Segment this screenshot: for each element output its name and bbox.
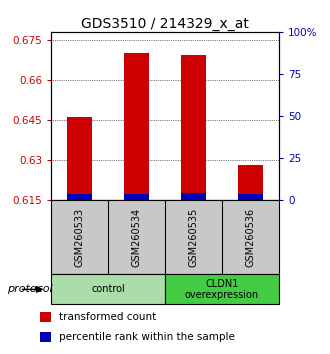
Text: CLDN1
overexpression: CLDN1 overexpression: [185, 279, 259, 300]
Bar: [40, 332, 51, 342]
Bar: [124, 53, 149, 200]
Text: GSM260533: GSM260533: [75, 207, 84, 267]
Bar: [181, 193, 206, 200]
Text: percentile rank within the sample: percentile rank within the sample: [59, 332, 235, 342]
Bar: [165, 274, 279, 304]
Title: GDS3510 / 214329_x_at: GDS3510 / 214329_x_at: [81, 17, 249, 31]
Bar: [238, 194, 263, 200]
Text: transformed count: transformed count: [59, 312, 156, 322]
Text: GSM260535: GSM260535: [188, 207, 198, 267]
Bar: [67, 194, 92, 200]
Text: control: control: [91, 284, 125, 295]
Bar: [238, 165, 263, 200]
Bar: [51, 274, 165, 304]
Text: GSM260534: GSM260534: [132, 207, 142, 267]
Text: protocol: protocol: [7, 284, 52, 295]
Text: GSM260536: GSM260536: [246, 207, 255, 267]
Bar: [124, 194, 149, 200]
Bar: [181, 55, 206, 200]
Bar: [67, 117, 92, 200]
Bar: [40, 312, 51, 322]
